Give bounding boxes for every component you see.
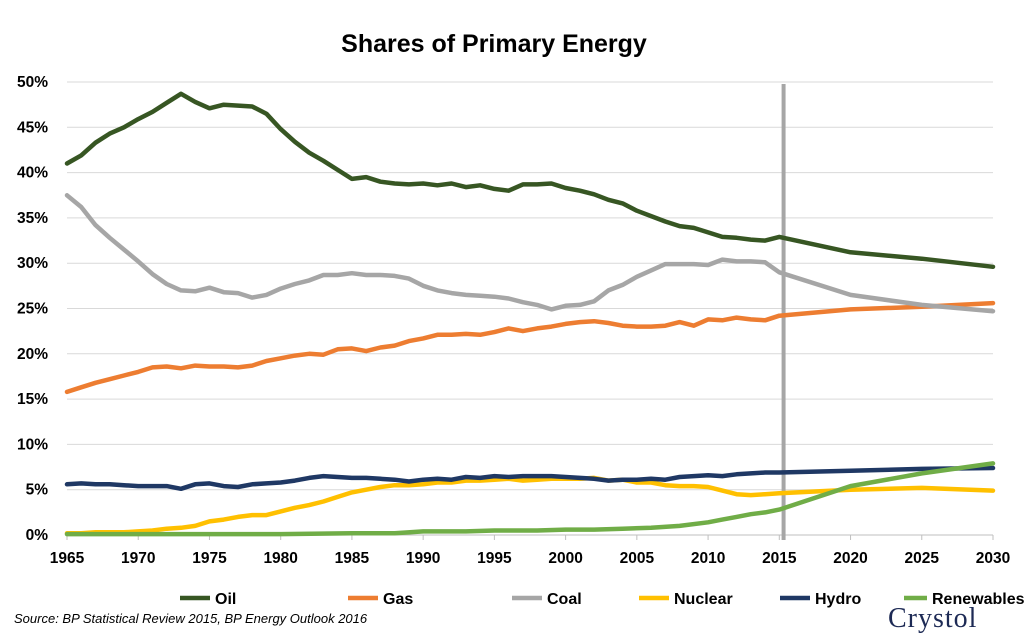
y-tick-label: 10% xyxy=(17,436,48,453)
x-tick-label: 1980 xyxy=(263,550,297,567)
legend-label-hydro: Hydro xyxy=(815,591,861,608)
legend-label-nuclear: Nuclear xyxy=(674,591,733,608)
legend-label-renewables: Renewables xyxy=(932,591,1024,608)
series-line-hydro xyxy=(64,465,996,492)
crystol-logo: Crystol xyxy=(888,603,978,634)
y-tick-label: 15% xyxy=(17,391,48,408)
x-tick-label: 2015 xyxy=(762,550,797,567)
gridlines xyxy=(67,81,993,536)
series-line-renewables xyxy=(64,461,996,537)
x-tick-label: 2030 xyxy=(976,550,1010,567)
series-lines xyxy=(64,91,996,537)
series-line-oil xyxy=(64,91,996,270)
chart-title: Shares of Primary Energy xyxy=(341,30,647,58)
y-tick-label: 30% xyxy=(17,255,48,272)
x-tick-label: 1985 xyxy=(335,550,370,567)
x-tick-label: 1970 xyxy=(121,550,155,567)
x-tick-label: 1965 xyxy=(50,550,85,567)
y-tick-label: 35% xyxy=(17,210,48,227)
x-tick-label: 2025 xyxy=(905,550,940,567)
y-tick-label: 20% xyxy=(17,346,48,363)
x-tick-label: 2005 xyxy=(620,550,655,567)
legend-label-oil: Oil xyxy=(215,591,236,608)
series-line-coal xyxy=(64,193,996,314)
y-tick-label: 5% xyxy=(26,482,49,499)
y-tick-label: 50% xyxy=(17,74,48,91)
y-tick-label: 45% xyxy=(17,119,48,136)
x-tick-label: 2020 xyxy=(833,550,867,567)
source-note: Source: BP Statistical Review 2015, BP E… xyxy=(14,611,368,626)
x-axis-ticks: 1965 1970 1975 1980 1985 1990 1995 2000 2005 2010… xyxy=(50,535,1010,567)
legend-label-coal: Coal xyxy=(547,591,582,608)
series-line-nuclear xyxy=(64,475,996,536)
x-tick-label: 2000 xyxy=(548,550,582,567)
legend-label-gas: Gas xyxy=(383,591,413,608)
legend: Oil Gas Coal Nuclear Hydro Renewables xyxy=(180,591,1024,608)
x-tick-label: 1995 xyxy=(477,550,512,567)
y-tick-label: 0% xyxy=(26,527,49,544)
x-tick-label: 2010 xyxy=(691,550,725,567)
series-line-gas xyxy=(64,300,996,395)
y-tick-label: 40% xyxy=(17,165,48,182)
y-tick-label: 25% xyxy=(17,301,48,318)
x-tick-label: 1975 xyxy=(192,550,227,567)
y-axis-ticks: 0% 5% 10% 15% 20% 25% 30% 35% 40% 45% 50% xyxy=(17,74,48,544)
x-tick-label: 1990 xyxy=(406,550,440,567)
